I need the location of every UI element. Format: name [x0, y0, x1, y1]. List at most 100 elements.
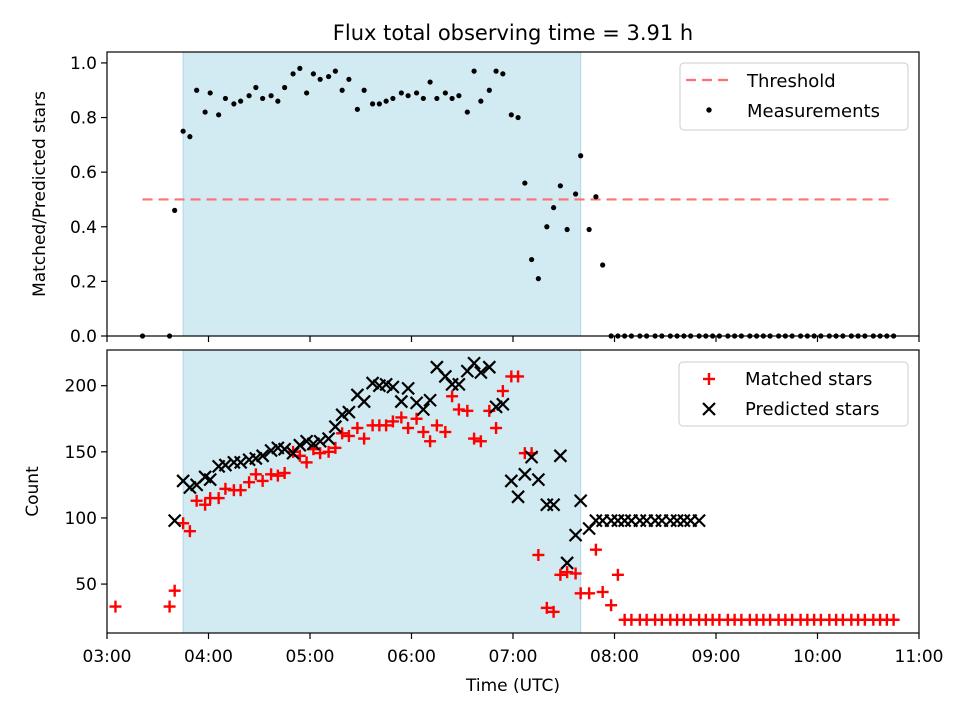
measurement-point	[535, 276, 541, 282]
count-y-axis-label: Count	[23, 466, 43, 517]
matched-star-marker	[190, 494, 203, 507]
matched-star-marker	[109, 600, 122, 613]
measurement-point	[275, 98, 281, 104]
measurement-point	[332, 68, 338, 74]
count-panel: 50 100 150 200 03:00 04:00 05:00 06:00 07:00 08:…	[23, 349, 944, 696]
predicted-star-marker	[394, 394, 409, 409]
matched-star-marker	[605, 599, 618, 612]
ratio-y-tick-label: 0.8	[70, 109, 97, 129]
matched-star-marker	[439, 425, 452, 438]
predicted-star-marker	[511, 490, 525, 504]
measurement-point	[202, 109, 208, 115]
predicted-star-marker	[277, 442, 292, 456]
matched-star-marker	[219, 482, 232, 495]
predicted-star-marker	[233, 455, 248, 470]
count-x-tick-label: 06:00	[387, 647, 436, 667]
measurement-point	[253, 84, 259, 91]
measurement-point	[339, 87, 345, 93]
measurement-point	[551, 205, 557, 211]
measurement-point	[449, 95, 455, 102]
predicted-star-marker	[504, 474, 519, 488]
predicted-star-marker	[313, 434, 327, 449]
ratio-legend-box	[679, 62, 909, 131]
measurement-point	[500, 71, 506, 77]
measurement-point	[398, 90, 404, 96]
measurement-point	[310, 71, 316, 77]
measurement-point	[572, 191, 579, 197]
measurement-point	[238, 98, 244, 104]
measurement-point	[383, 98, 389, 104]
figure-title: Flux total observing time = 3.91 h	[333, 21, 693, 45]
matched-star-marker	[417, 425, 430, 438]
measurement-point	[207, 90, 213, 96]
predicted-star-marker	[474, 365, 488, 380]
measurement-point	[593, 194, 599, 200]
measurement-point	[427, 79, 433, 85]
count-legend-box	[678, 361, 909, 427]
predicted-star-marker	[218, 458, 233, 472]
measurement-point	[354, 106, 360, 112]
count-x-tick-label: 03:00	[83, 647, 132, 667]
measurement-point	[222, 95, 229, 102]
matched-star-marker	[452, 403, 465, 416]
measurement-point	[282, 84, 288, 91]
measurement-point	[486, 87, 492, 93]
measurement-point	[317, 76, 323, 82]
predicted-star-marker	[518, 467, 532, 482]
matched-star-marker	[468, 432, 481, 445]
count-plot-frame	[106, 349, 920, 634]
matched-star-marker	[322, 445, 335, 458]
measurement-point	[268, 93, 274, 99]
matched-star-marker	[583, 587, 596, 600]
matched-star-marker	[271, 469, 284, 482]
count-x-axis-label: Time (UTC)	[465, 676, 560, 696]
count-x-tick-label: 08:00	[590, 647, 639, 667]
matched-star-marker	[336, 427, 349, 440]
observing-window-span-bottom	[182, 349, 582, 634]
predicted-star-marker	[386, 380, 400, 394]
matched-star-marker	[532, 548, 545, 561]
matched-star-marker	[163, 600, 176, 613]
matched-star-marker	[410, 412, 423, 425]
matched-star-marker	[611, 568, 624, 581]
count-x-tick-label: 07:00	[489, 647, 538, 667]
legend-matched-swatch	[703, 373, 715, 385]
measurement-point	[346, 76, 352, 82]
matched-star-marker	[540, 601, 553, 614]
count-y-axis-ticks: 50 100 150 200	[65, 377, 107, 595]
predicted-star-marker	[553, 449, 568, 463]
predicted-star-marker	[560, 556, 574, 570]
predicted-star-marker	[482, 360, 497, 374]
matched-star-marker	[461, 404, 474, 417]
predicted-star-marker	[496, 397, 510, 411]
measurement-point	[456, 93, 462, 99]
matched-star-marker	[278, 466, 291, 479]
matched-star-marker	[474, 435, 487, 448]
matched-star-marker	[446, 390, 459, 403]
measurement-point	[231, 101, 237, 107]
matched-star-marker	[402, 422, 415, 435]
predicted-star-marker	[328, 419, 343, 434]
matched-star-marker	[183, 525, 196, 538]
count-x-tick-label: 04:00	[184, 647, 233, 667]
ratio-y-axis-label: Matched/Predicted stars	[30, 91, 50, 297]
legend-predicted-swatch	[702, 402, 716, 416]
matched-star-marker	[300, 456, 313, 469]
matched-star-marker	[395, 411, 408, 424]
measurement-point	[290, 71, 296, 77]
measurement-point	[471, 68, 477, 74]
matched-star-marker	[234, 484, 247, 497]
predicted-star-marker	[321, 431, 336, 446]
measurement-point	[478, 98, 484, 104]
measurement-point	[600, 262, 606, 268]
matched-star-marker	[561, 566, 574, 579]
observing-window-span-top	[182, 51, 582, 337]
ratio-y-axis-ticks: 0.0 0.2 0.4 0.6 0.8 1.0	[70, 54, 107, 347]
measurement-point	[522, 180, 528, 186]
matched-star-marker	[490, 422, 503, 435]
matched-star-marker	[596, 586, 609, 599]
measurement-point	[361, 87, 367, 93]
count-x-tick-label: 05:00	[286, 647, 335, 667]
ratio-y-tick-label: 0.4	[70, 218, 97, 238]
predicted-star-marker	[416, 402, 431, 417]
